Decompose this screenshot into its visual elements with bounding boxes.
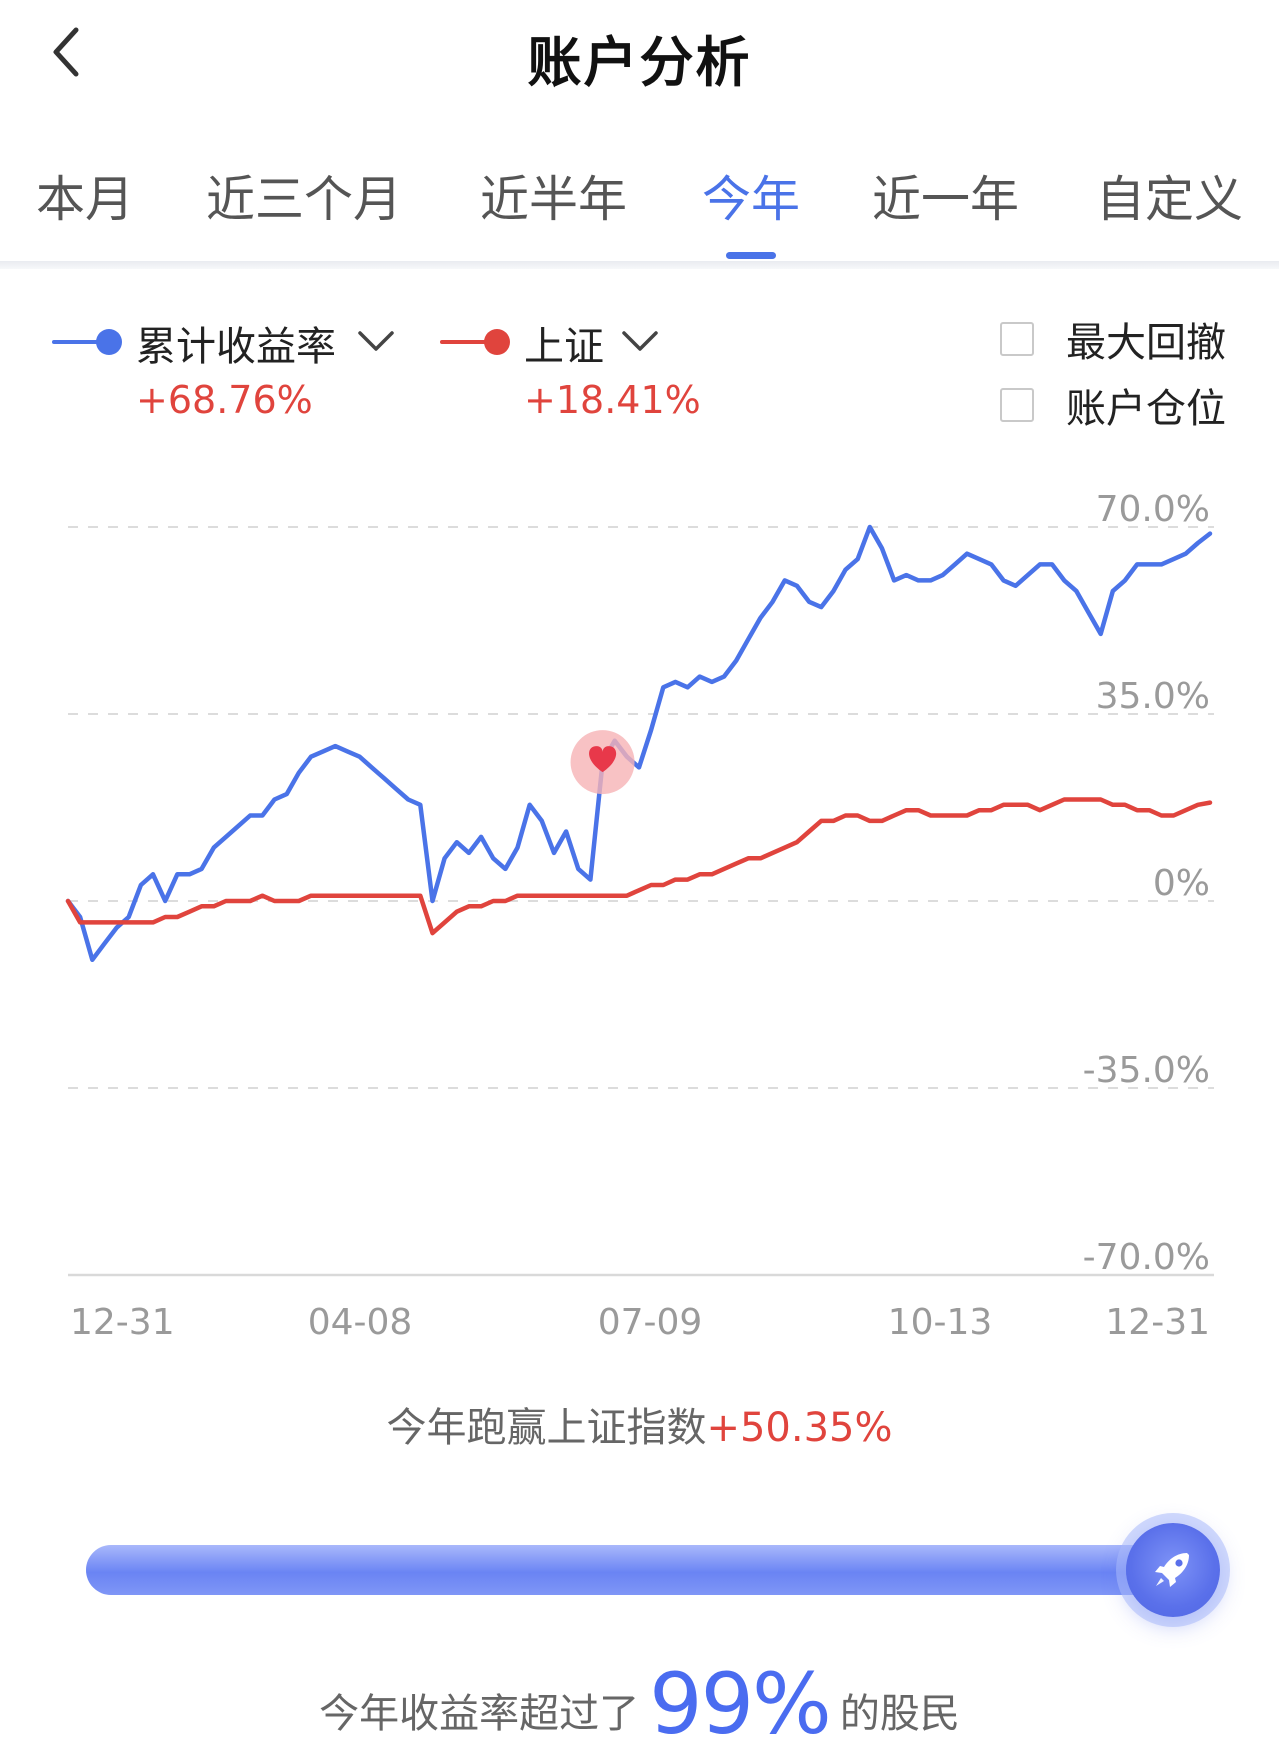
legend-dot-red [484,329,510,355]
tab-custom[interactable]: 自定义 [1096,171,1244,228]
rank-prefix: 今年收益率超过了 [319,1691,640,1737]
legend-label-cumulative: 累计收益率 [136,324,336,370]
legend-line-blue [52,340,120,344]
page-title: 账户分析 [527,31,752,94]
x-tick-label: 07-09 [598,1302,703,1343]
rank-progress-track [86,1545,1206,1595]
tab-this-month[interactable]: 本月 [36,171,135,228]
max-drawdown-label: 最大回撤 [1066,320,1226,366]
tab-three-months[interactable]: 近三个月 [206,171,403,228]
legend-dot-blue [96,329,122,355]
active-tab-indicator [726,252,776,259]
rocket-icon [1155,1553,1189,1587]
position-label: 账户仓位 [1066,386,1226,432]
legend-line-red [440,340,508,344]
y-tick-label: 35.0% [1096,676,1210,717]
max-drawdown-checkbox[interactable] [1000,322,1034,356]
rank-value: 99% [649,1655,832,1753]
outperform-summary: 今年跑赢上证指数+50.35% [0,1395,1279,1453]
series-line-cumulative [65,524,1213,963]
return-chart[interactable]: 70.0% 35.0% 0% -35.0% -70.0% 12-31 04-08 07-09 1… [0,480,1279,1360]
x-tick-label: 12-31 [1105,1302,1210,1343]
y-tick-label: -35.0% [1083,1050,1210,1091]
header-bar: 账户分析 [0,0,1279,110]
x-tick-label: 12-31 [70,1302,175,1343]
position-checkbox[interactable] [1000,388,1034,422]
rank-summary: 今年收益率超过了 99% 的股民 [0,1655,1279,1753]
summary-text: 今年跑赢上证指数 [386,1405,707,1451]
tab-one-year[interactable]: 近一年 [872,171,1020,228]
legend-value-index: +18.41% [524,378,701,422]
rocket-button[interactable] [1126,1523,1220,1617]
chevron-down-icon[interactable] [356,328,396,354]
rank-progress-fill [86,1545,1195,1595]
y-tick-label: -70.0% [1083,1237,1210,1278]
series-line-index [65,797,1213,936]
chevron-down-icon[interactable] [620,328,660,354]
legend-value-cumulative: +68.76% [136,378,313,422]
period-tabs: 本月 近三个月 近半年 今年 近一年 自定义 [0,140,1279,260]
back-arrow-icon[interactable] [44,22,96,82]
legend-label-index: 上证 [524,324,604,370]
chart-legend: 累计收益率 +68.76% 上证 +18.41% 最大回撤 账户仓位 [0,310,1279,432]
tab-this-year[interactable]: 今年 [702,171,801,228]
y-tick-label: 70.0% [1096,489,1210,530]
heart-icon [589,746,617,773]
x-tick-label: 10-13 [888,1302,993,1343]
tabs-divider [0,261,1279,269]
summary-value: +50.35% [706,1405,893,1451]
rank-suffix: 的股民 [839,1691,960,1737]
tab-half-year[interactable]: 近半年 [480,171,628,228]
y-tick-label: 0% [1153,863,1210,904]
x-tick-label: 04-08 [308,1302,413,1343]
